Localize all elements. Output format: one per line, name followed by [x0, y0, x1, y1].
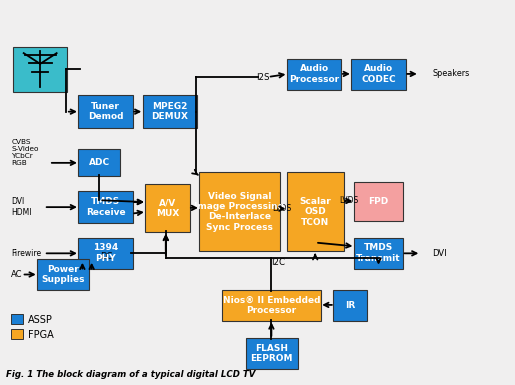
FancyBboxPatch shape	[78, 95, 133, 128]
FancyBboxPatch shape	[333, 290, 367, 321]
FancyBboxPatch shape	[78, 149, 120, 176]
Text: Scalar
OSD
TCON: Scalar OSD TCON	[300, 197, 331, 227]
Text: AC: AC	[11, 270, 23, 279]
FancyBboxPatch shape	[78, 191, 133, 223]
Text: Power
Supplies: Power Supplies	[41, 264, 85, 284]
Text: Nios® II Embedded
Processor: Nios® II Embedded Processor	[223, 295, 320, 315]
FancyBboxPatch shape	[287, 59, 341, 90]
Text: Speakers: Speakers	[433, 69, 470, 79]
FancyBboxPatch shape	[287, 172, 344, 251]
FancyBboxPatch shape	[354, 238, 403, 269]
Text: LVDS: LVDS	[272, 204, 292, 213]
Legend: ASSP, FPGA: ASSP, FPGA	[7, 310, 58, 343]
FancyBboxPatch shape	[13, 47, 67, 92]
FancyBboxPatch shape	[351, 59, 406, 90]
FancyBboxPatch shape	[78, 238, 133, 269]
Text: DVI: DVI	[433, 249, 447, 258]
FancyBboxPatch shape	[143, 95, 197, 128]
Text: Audio
CODEC: Audio CODEC	[361, 64, 396, 84]
Text: Audio
Processor: Audio Processor	[289, 64, 339, 84]
FancyBboxPatch shape	[222, 290, 321, 321]
Text: FPD: FPD	[368, 197, 389, 206]
Text: FLASH
EEPROM: FLASH EEPROM	[250, 343, 293, 363]
Text: DC: DC	[100, 251, 113, 261]
Text: CVBS
S-Video
YCbCr
RGB: CVBS S-Video YCbCr RGB	[11, 139, 39, 166]
Text: LVDS: LVDS	[339, 196, 359, 206]
Text: Video Signal
Image Processing
De-Interlace
Sync Process: Video Signal Image Processing De-Interla…	[195, 192, 284, 232]
Text: I2S: I2S	[256, 72, 269, 82]
Text: A/V
MUX: A/V MUX	[156, 198, 179, 218]
Text: MPEG2
DEMUX: MPEG2 DEMUX	[151, 102, 188, 121]
Text: Firewire: Firewire	[11, 249, 41, 258]
FancyBboxPatch shape	[246, 338, 298, 369]
Text: I2C: I2C	[271, 258, 285, 267]
Text: Tuner
Demod: Tuner Demod	[88, 102, 123, 121]
FancyBboxPatch shape	[37, 259, 89, 290]
Text: TMDS
Transmit: TMDS Transmit	[356, 243, 401, 263]
Text: Fig. 1 The block diagram of a typical digital LCD TV: Fig. 1 The block diagram of a typical di…	[6, 370, 255, 379]
Text: TMDS
Receive: TMDS Receive	[86, 197, 125, 217]
Text: 1394
PHY: 1394 PHY	[93, 243, 118, 263]
Text: IR: IR	[345, 301, 355, 310]
Text: DVI
HDMI: DVI HDMI	[11, 198, 32, 217]
FancyBboxPatch shape	[199, 172, 280, 251]
Text: ADC: ADC	[89, 158, 110, 167]
FancyBboxPatch shape	[145, 184, 190, 232]
FancyBboxPatch shape	[354, 182, 403, 221]
